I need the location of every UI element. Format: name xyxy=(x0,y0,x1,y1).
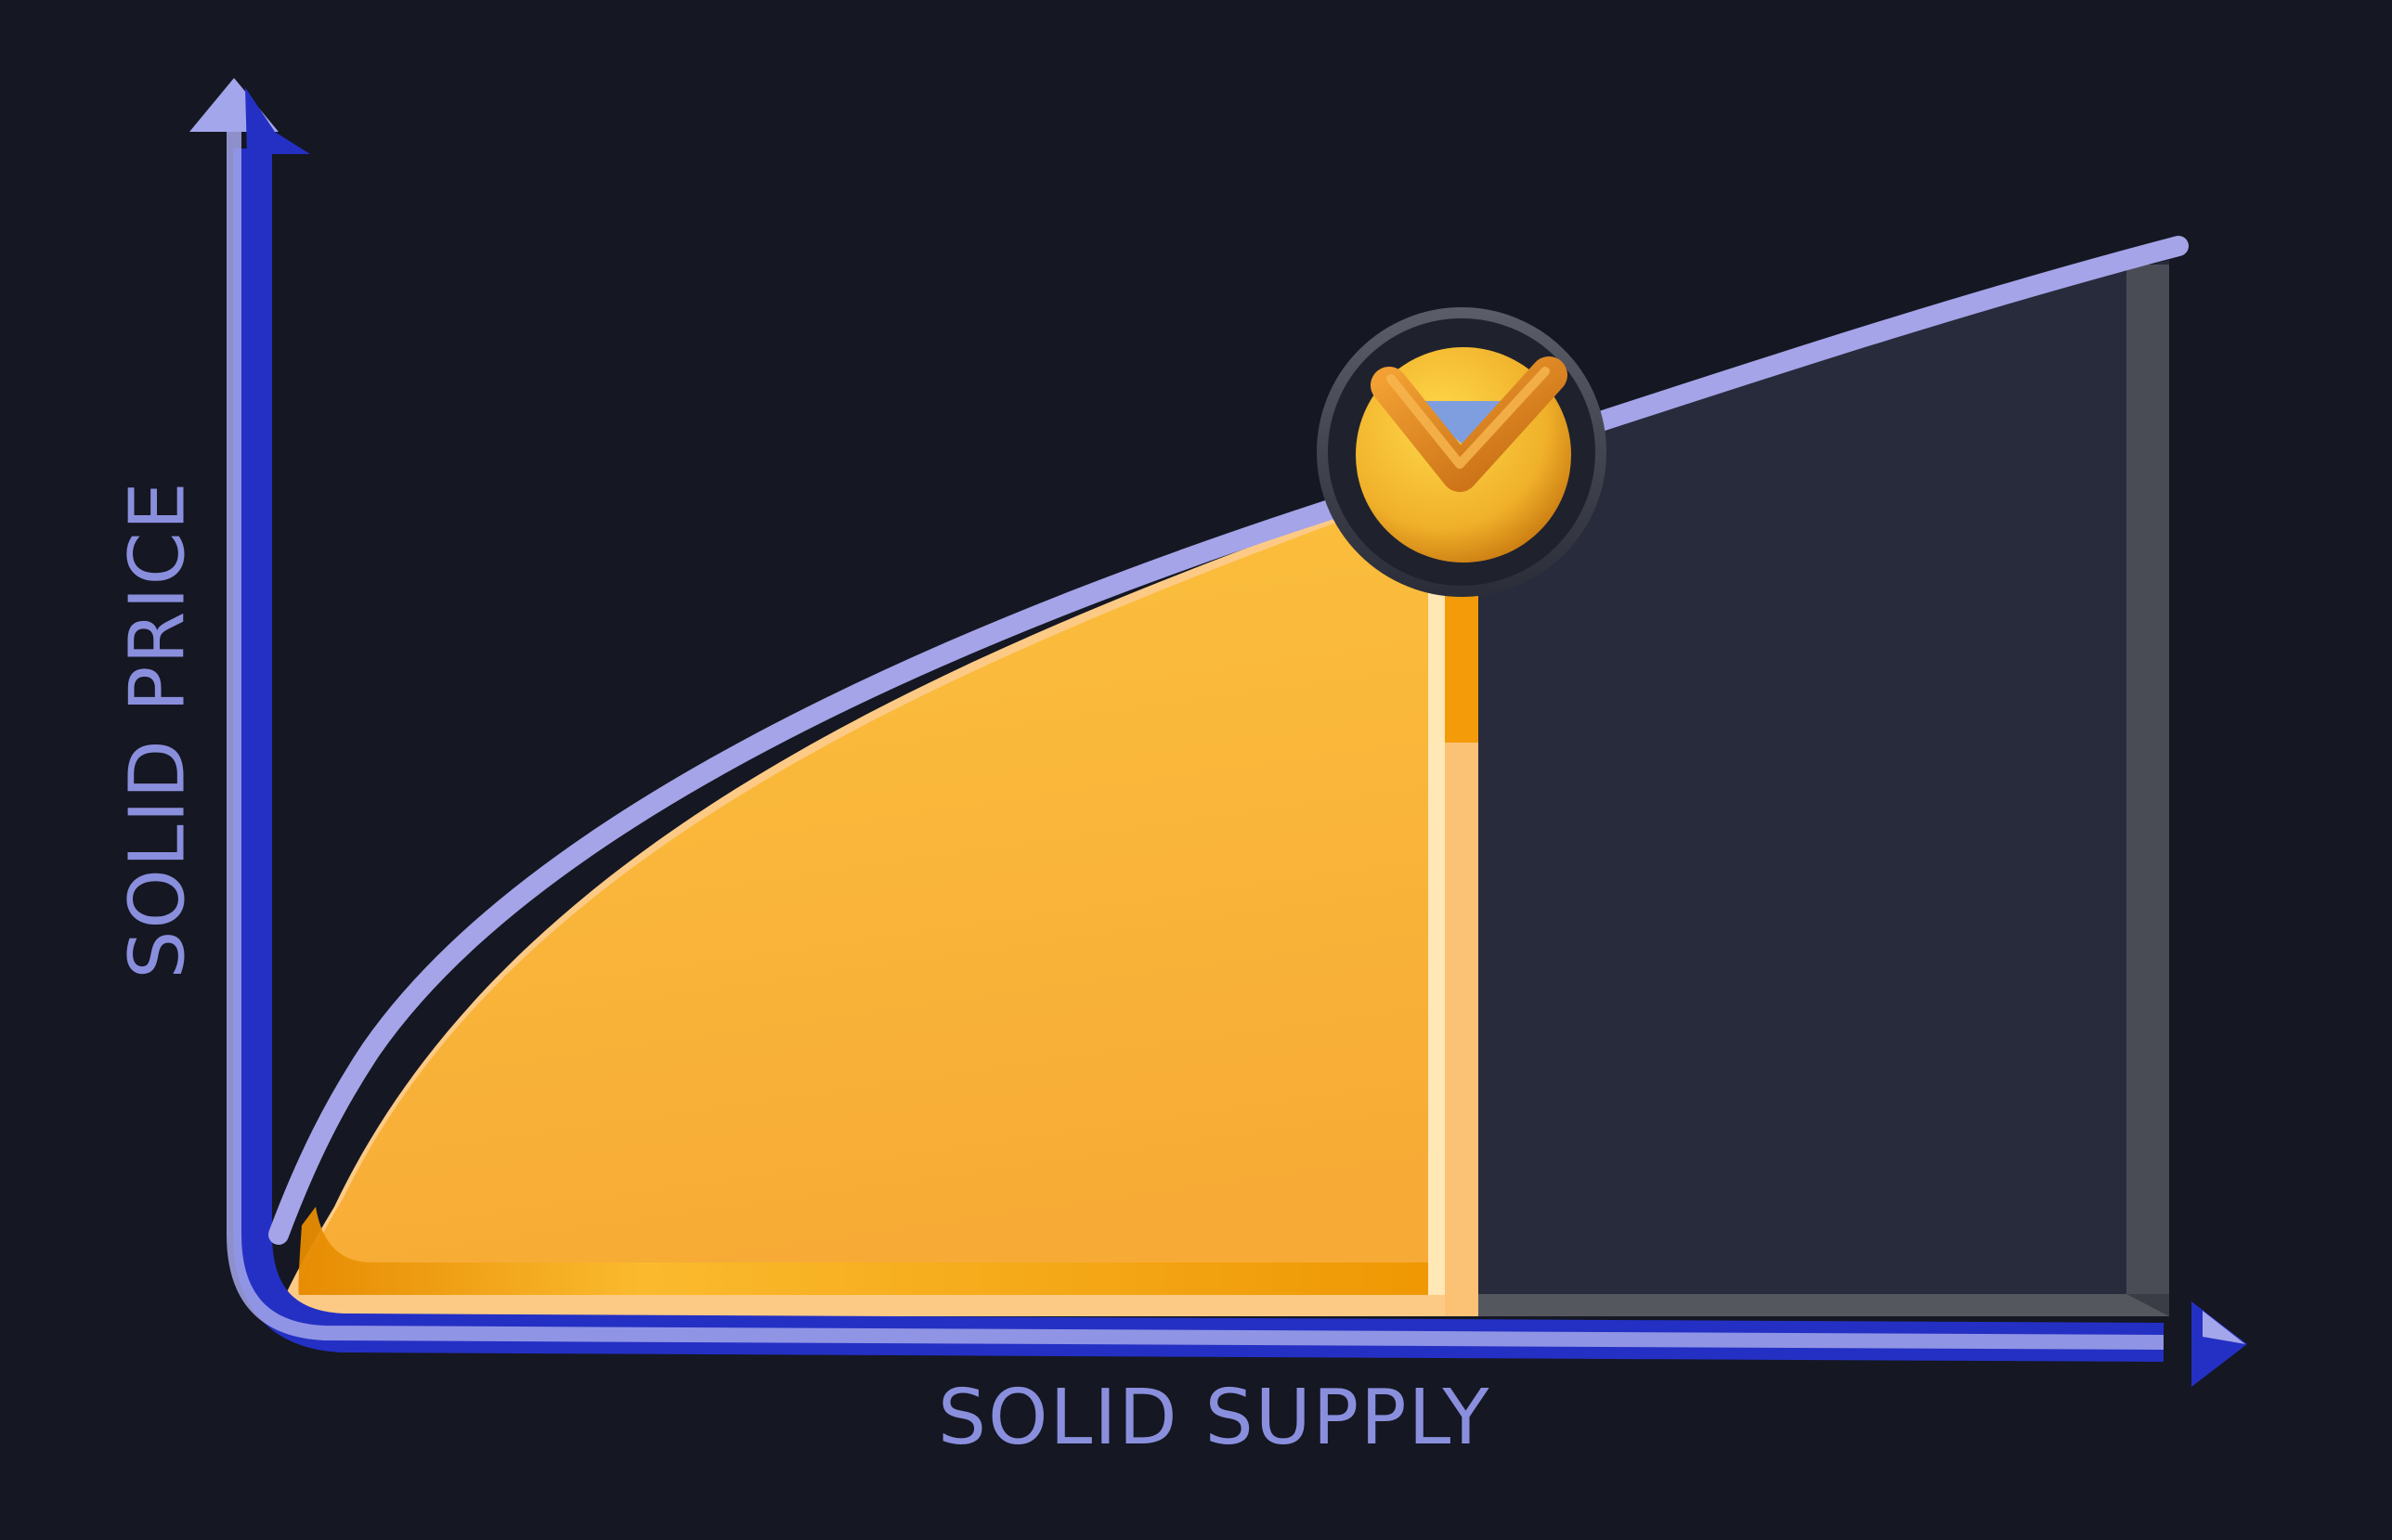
price-curve xyxy=(268,236,2189,1245)
checkmark-coin-icon xyxy=(1356,347,1571,563)
x-axis-title: SOLID SUPPLY xyxy=(938,1374,1491,1462)
current-supply-marker xyxy=(1317,307,1606,597)
axes xyxy=(189,78,2247,1387)
filled-area-region xyxy=(279,464,1478,1316)
y-axis-title: SOLID PRICE xyxy=(113,480,202,979)
x-axis-arrowhead-icon xyxy=(2191,1301,2247,1387)
remaining-area-region xyxy=(1478,260,2169,1316)
